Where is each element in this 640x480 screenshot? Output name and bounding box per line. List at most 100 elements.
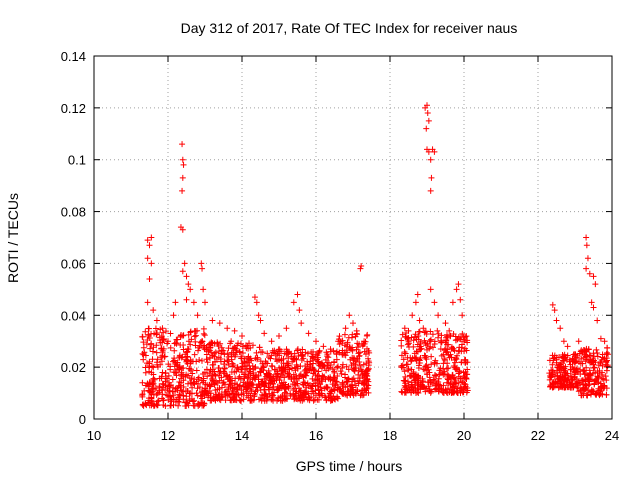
data-point xyxy=(294,365,301,372)
data-point xyxy=(594,353,601,360)
data-point xyxy=(330,377,337,384)
data-point xyxy=(578,392,585,399)
data-point xyxy=(551,307,558,314)
data-point xyxy=(364,345,371,352)
data-point xyxy=(339,389,346,396)
data-point xyxy=(584,255,591,262)
data-point xyxy=(209,352,216,359)
y-tick-label: 0 xyxy=(79,412,86,427)
data-point xyxy=(331,374,338,381)
data-point xyxy=(399,331,406,338)
data-point xyxy=(459,389,466,396)
data-point xyxy=(159,339,166,346)
data-point xyxy=(191,402,198,409)
data-point xyxy=(594,349,601,356)
data-point xyxy=(196,357,203,364)
data-point xyxy=(253,384,260,391)
data-point xyxy=(173,370,180,376)
data-point xyxy=(159,369,166,376)
data-point xyxy=(251,294,258,301)
data-point xyxy=(199,338,206,345)
data-point xyxy=(447,332,454,339)
data-point xyxy=(206,381,213,388)
data-point xyxy=(601,384,608,391)
data-point xyxy=(354,388,361,395)
data-point xyxy=(358,391,365,398)
data-point xyxy=(581,367,588,374)
data-point xyxy=(415,328,422,335)
data-point xyxy=(360,361,367,368)
data-point xyxy=(215,364,222,371)
data-point xyxy=(180,377,187,384)
data-point xyxy=(248,397,255,404)
data-point xyxy=(598,385,605,392)
data-point xyxy=(420,325,427,332)
data-point xyxy=(603,377,610,384)
data-point xyxy=(235,392,242,399)
data-point xyxy=(275,346,282,353)
data-point xyxy=(249,342,256,349)
data-point xyxy=(283,325,290,332)
data-point xyxy=(320,343,327,350)
data-point xyxy=(317,362,324,369)
data-point xyxy=(279,392,286,399)
data-point xyxy=(345,366,352,373)
data-point xyxy=(304,358,311,365)
data-point xyxy=(268,396,275,403)
data-point xyxy=(158,345,165,352)
data-point xyxy=(187,286,194,293)
data-point xyxy=(354,344,361,351)
data-point xyxy=(305,394,312,401)
data-point xyxy=(176,396,183,403)
data-point xyxy=(255,380,262,387)
data-point xyxy=(586,270,593,277)
data-point xyxy=(198,388,205,395)
data-point xyxy=(300,382,307,389)
data-point xyxy=(364,331,371,338)
data-point xyxy=(185,281,192,288)
data-point xyxy=(425,383,432,390)
data-point xyxy=(264,350,271,357)
data-point xyxy=(190,379,197,386)
data-point xyxy=(583,234,590,241)
data-point xyxy=(448,375,455,382)
data-point xyxy=(356,358,363,365)
data-point xyxy=(363,377,370,384)
data-point xyxy=(192,342,199,349)
data-point xyxy=(257,387,264,394)
data-point xyxy=(148,234,155,241)
data-point xyxy=(428,361,435,368)
data-point xyxy=(435,330,442,337)
data-point xyxy=(306,361,313,368)
data-point xyxy=(274,383,281,390)
data-point xyxy=(603,391,610,398)
data-point xyxy=(590,273,597,280)
data-point xyxy=(214,380,221,387)
data-point xyxy=(259,378,266,385)
data-point xyxy=(162,378,169,385)
data-point xyxy=(416,356,423,363)
data-point xyxy=(461,373,468,380)
data-point xyxy=(355,350,362,357)
data-point xyxy=(312,387,319,394)
data-point xyxy=(296,388,303,395)
data-point xyxy=(227,340,234,347)
data-point xyxy=(172,299,179,306)
data-point xyxy=(428,174,435,181)
data-point xyxy=(223,373,230,380)
data-point xyxy=(555,384,562,391)
data-point xyxy=(455,370,462,377)
data-point xyxy=(139,391,146,398)
data-point xyxy=(318,390,325,397)
data-point xyxy=(452,333,459,340)
data-point xyxy=(590,304,597,311)
data-point xyxy=(416,317,423,324)
data-point xyxy=(590,361,597,368)
data-point xyxy=(603,351,610,358)
data-point xyxy=(239,333,245,340)
x-tick-label: 14 xyxy=(235,428,249,443)
data-point xyxy=(362,351,369,358)
data-point xyxy=(550,357,557,364)
data-point xyxy=(186,396,193,403)
data-point xyxy=(427,328,434,335)
